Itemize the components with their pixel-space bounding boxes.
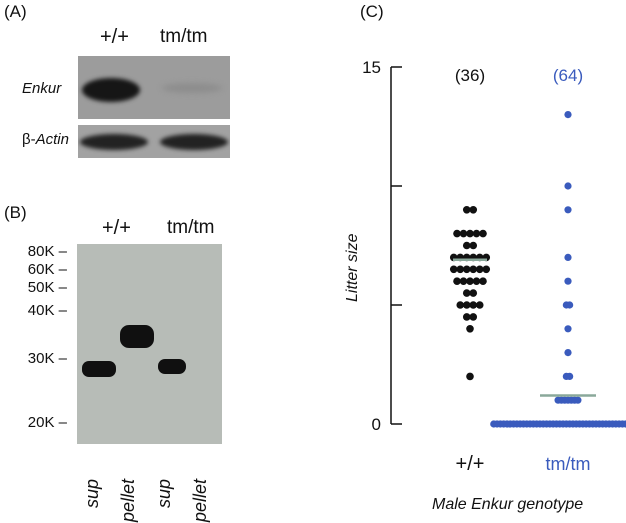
data-point-wildtype	[472, 229, 481, 238]
band-pellet-wildtype	[120, 325, 154, 348]
panel-a-col-mutant: tm/tm	[160, 26, 208, 47]
sperm-fraction-blot	[77, 244, 222, 444]
data-point-wildtype	[466, 277, 474, 286]
data-point-wildtype	[456, 301, 465, 309]
panel-b-col-mutant: tm/tm	[167, 217, 215, 238]
panel-a-col-wildtype: +/+	[100, 26, 129, 48]
data-point-wildtype	[449, 265, 458, 274]
data-point-wildtype	[462, 265, 471, 274]
panel-b-label: (B)	[4, 203, 27, 222]
data-point-wildtype	[462, 313, 471, 321]
panel-a-row-enkur: Enkur	[22, 80, 62, 97]
data-point-wildtype	[469, 265, 478, 274]
panel-c-xlabel: Male Enkur genotype	[432, 496, 584, 513]
data-point-wildtype	[479, 277, 487, 286]
data-point-wildtype	[466, 325, 474, 333]
mw-marker-30k: 30K –	[27, 350, 67, 367]
band-sup-mutant	[158, 359, 186, 374]
data-point-mutant	[564, 182, 572, 190]
data-point-wildtype	[456, 265, 465, 274]
actin-band-wildtype	[80, 134, 148, 150]
panel-c-label: (C)	[360, 2, 384, 21]
data-point-wildtype	[469, 206, 478, 214]
data-point-mutant	[564, 111, 572, 119]
data-point-wildtype	[462, 241, 471, 250]
data-point-wildtype	[466, 372, 474, 381]
enkur-band-wildtype	[82, 78, 140, 102]
panel-a-label: (A)	[4, 2, 27, 21]
mw-marker-80k: 80K –	[27, 243, 67, 260]
mw-marker-50k: 50K –	[27, 279, 67, 296]
data-point-mutant	[564, 277, 572, 285]
actin-name: Actin	[35, 131, 69, 148]
data-point-wildtype	[453, 277, 461, 286]
actin-blot	[78, 125, 230, 158]
enkur-blot	[78, 56, 230, 119]
data-point-wildtype	[462, 301, 471, 309]
data-point-wildtype	[475, 265, 484, 274]
band-sup-wildtype	[82, 361, 116, 377]
data-point-mutant	[564, 325, 572, 333]
data-point-wildtype	[459, 229, 468, 238]
mw-marker-60k: 60K –	[27, 261, 67, 278]
data-point-wildtype	[469, 301, 478, 309]
data-point-wildtype	[462, 206, 471, 214]
mw-marker-40k: 40K –	[27, 302, 67, 319]
data-point-wildtype	[462, 289, 471, 297]
data-point-mutant	[564, 349, 572, 357]
n-label-mutant: (64)	[553, 66, 583, 85]
data-point-mutant	[574, 396, 582, 404]
data-point-wildtype	[466, 229, 474, 238]
data-point-mutant	[566, 372, 574, 380]
data-point-wildtype	[459, 277, 468, 286]
x-category-wildtype: +/+	[456, 453, 485, 475]
data-point-wildtype	[453, 229, 461, 238]
data-point-mutant	[566, 301, 574, 309]
data-point-wildtype	[472, 277, 481, 286]
n-label-wildtype: (36)	[455, 66, 485, 85]
data-point-mutant	[622, 420, 626, 428]
data-point-wildtype	[469, 313, 478, 321]
data-point-wildtype	[469, 241, 478, 250]
x-category-mutant: tm/tm	[546, 454, 591, 474]
panel-a-row-actin: β-Actin	[22, 131, 69, 148]
data-point-wildtype	[475, 301, 484, 309]
actin-band-mutant	[160, 134, 228, 150]
panel-b-col-wildtype: +/+	[102, 217, 131, 239]
data-point-mutant	[564, 206, 572, 214]
data-point-wildtype	[469, 289, 478, 297]
y-tick-label-0: 0	[372, 415, 381, 434]
enkur-band-mutant	[162, 83, 222, 93]
data-point-mutant	[564, 253, 572, 261]
mw-marker-20k: 20K –	[27, 414, 67, 431]
data-point-wildtype	[482, 265, 491, 274]
y-tick-label-15: 15	[362, 58, 381, 77]
actin-prefix: β-	[22, 131, 36, 148]
data-point-wildtype	[479, 229, 487, 238]
scatter-marks	[449, 111, 626, 428]
